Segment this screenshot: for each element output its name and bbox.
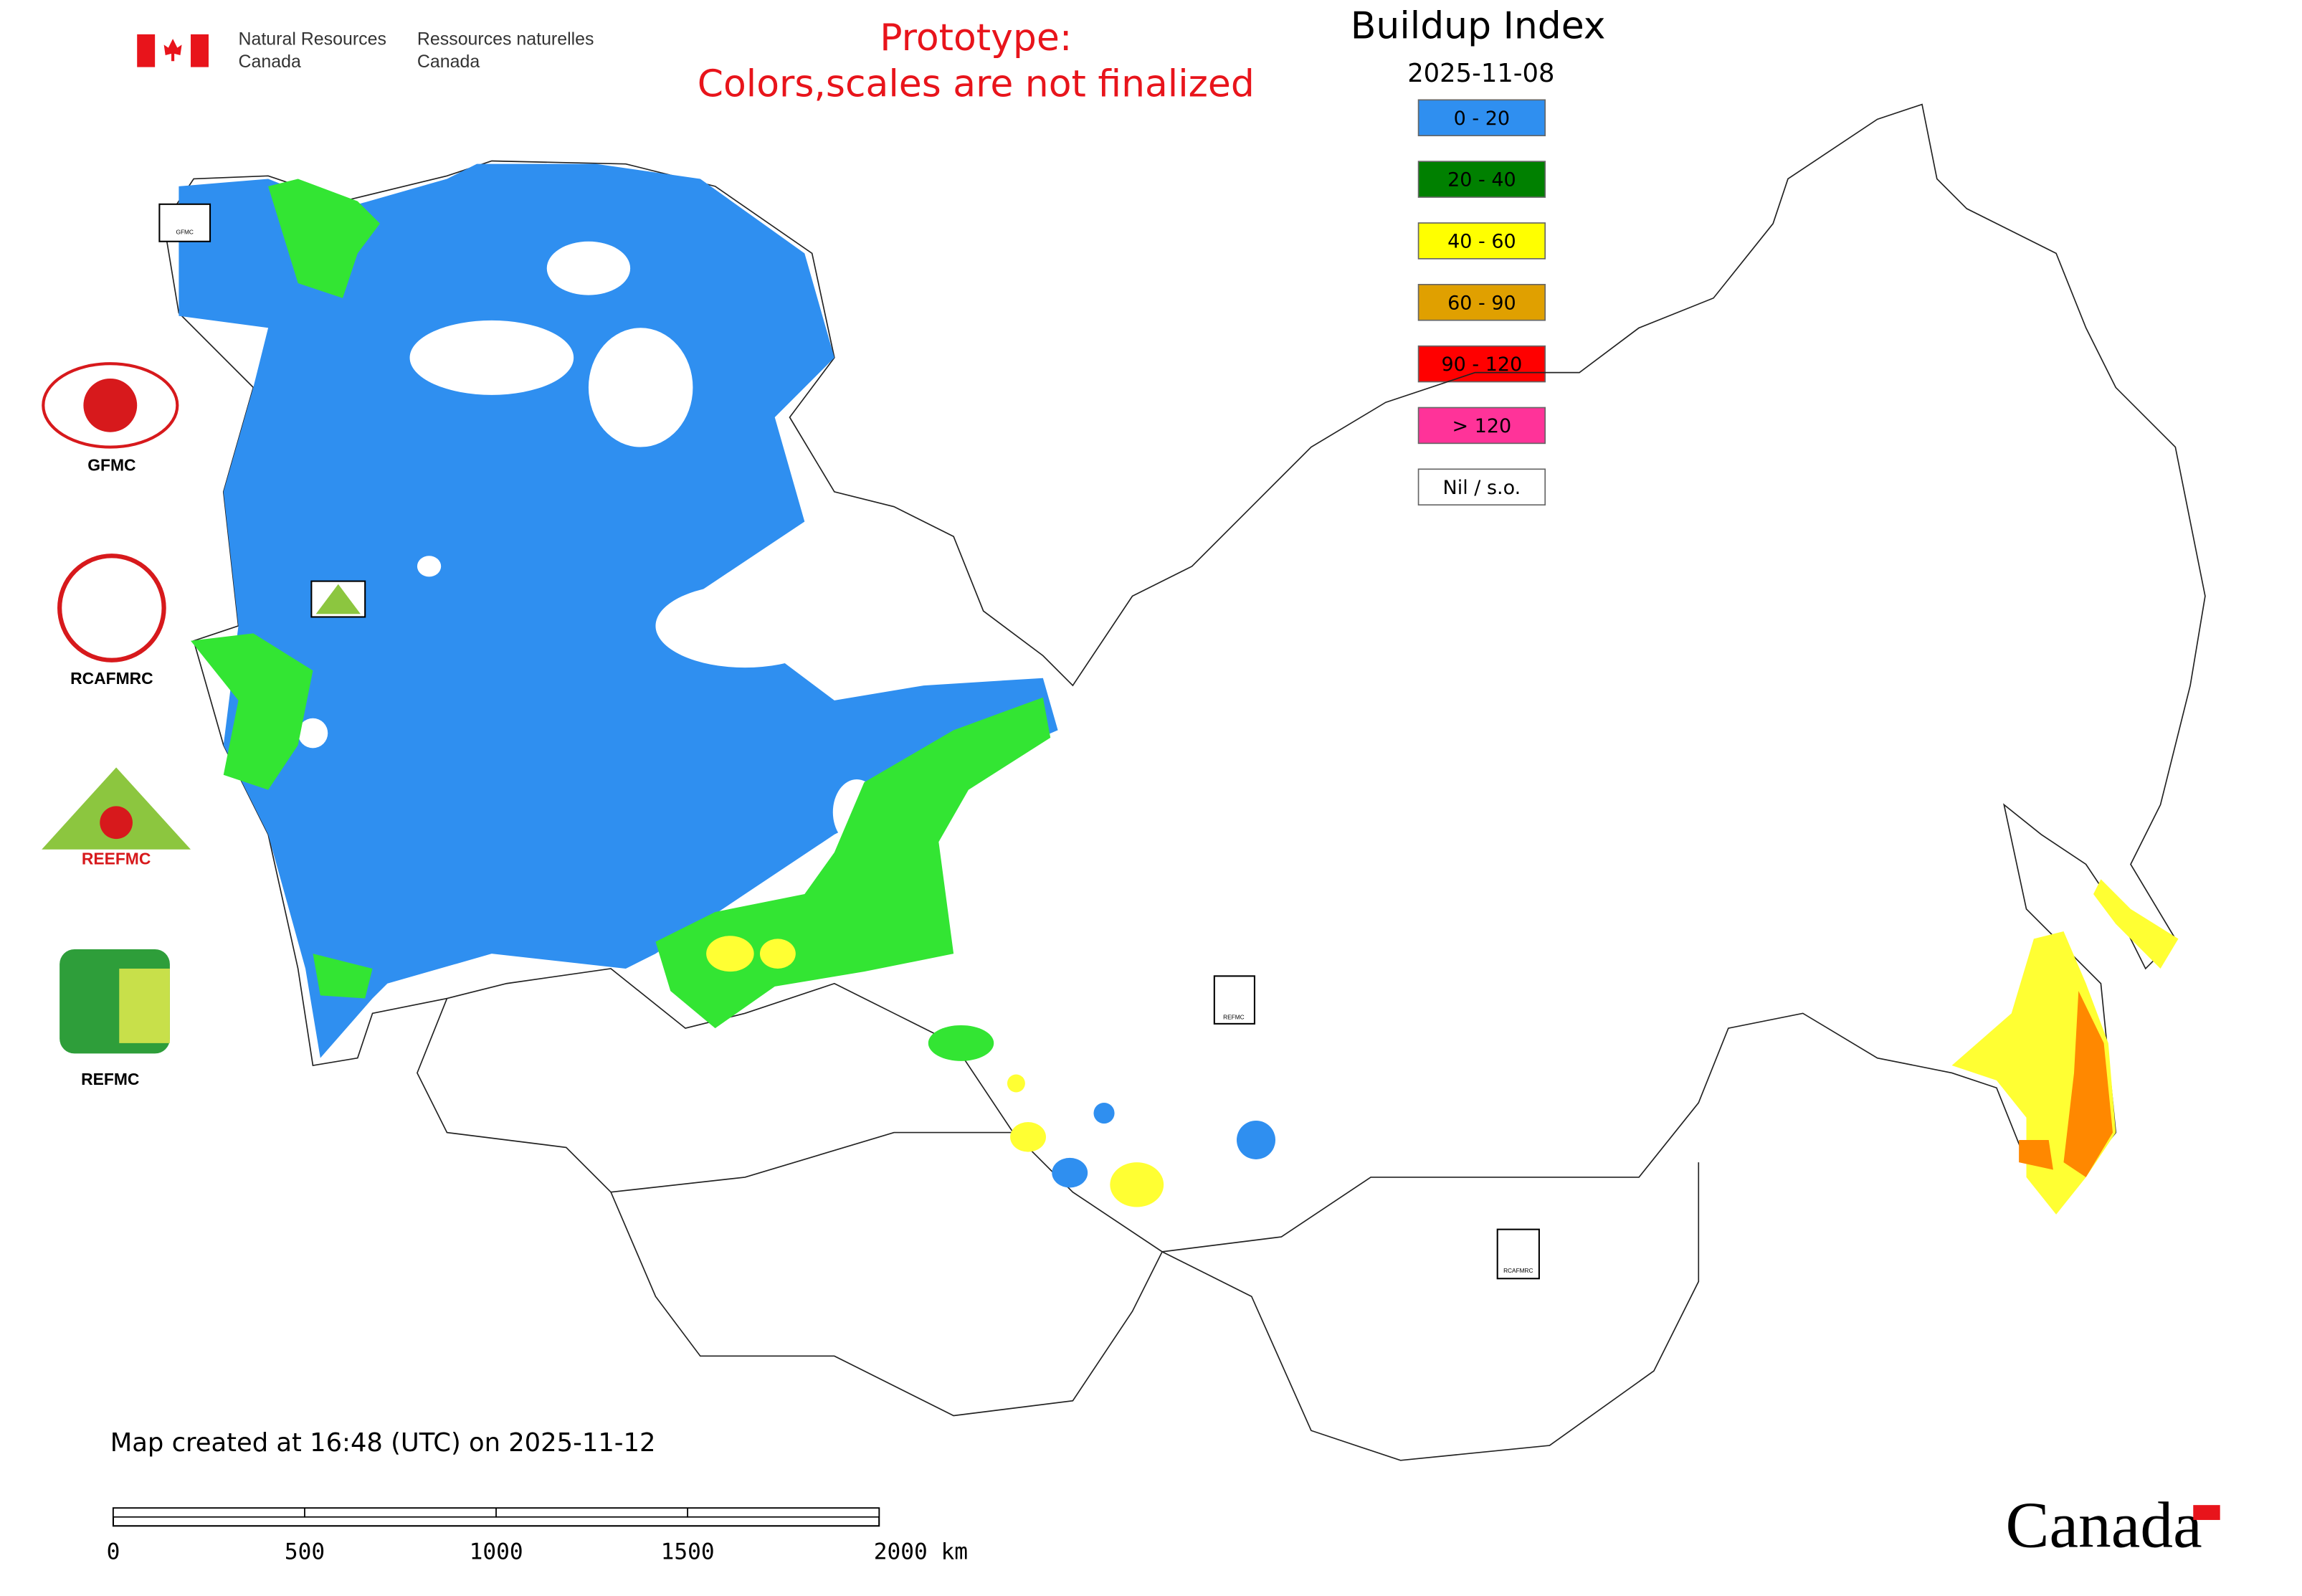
scale-segment xyxy=(113,1507,305,1518)
no-data-area xyxy=(409,320,574,395)
bui-zone-40-60 xyxy=(2093,879,2179,969)
legend-label: > 120 xyxy=(1452,415,1512,437)
legend-swatch xyxy=(1417,407,1546,445)
bui-zone-20-40 xyxy=(268,179,380,298)
maple-leaf xyxy=(163,39,182,62)
header: Natural Resources Canada Ressources natu… xyxy=(137,5,1606,106)
logo-label: GFMC xyxy=(87,456,135,475)
legend-swatch xyxy=(1417,283,1546,321)
bui-zone-20-40 xyxy=(313,954,373,999)
bui-zone-40-60 xyxy=(706,936,754,972)
marker-label: RCAFMRC xyxy=(1503,1267,1533,1274)
legend-swatch xyxy=(1417,99,1546,137)
country-border xyxy=(417,998,1700,1461)
legend-label: 0 - 20 xyxy=(1454,108,1510,130)
marker-icon xyxy=(1496,1228,1540,1280)
canada-wordmark: Canada xyxy=(2005,1489,2202,1562)
no-data-area xyxy=(655,584,834,668)
department-en: Natural Resources xyxy=(239,29,386,49)
logo-label: RCAFMRC xyxy=(70,669,153,688)
logo xyxy=(119,968,170,1043)
no-data-area xyxy=(298,718,328,749)
country-border xyxy=(611,1131,1014,1193)
department-en: Canada xyxy=(239,52,301,72)
flag-band xyxy=(137,34,156,67)
marker-label: REFMC xyxy=(1223,1014,1245,1021)
scale-segment xyxy=(495,1507,688,1518)
map-title: Buildup Index xyxy=(1351,5,1606,48)
legend-swatch xyxy=(1417,222,1546,260)
bui-zone-0-20 xyxy=(179,163,1058,1058)
logo xyxy=(100,806,133,840)
scale-label: 500 xyxy=(285,1539,325,1565)
no-data-area xyxy=(417,556,442,577)
logo-label: REFMC xyxy=(81,1070,139,1088)
marker-label: GFMC xyxy=(176,228,193,235)
bui-zone-60-90 xyxy=(2063,991,2113,1177)
bui-zone-20-40 xyxy=(655,697,1051,1029)
scale-bar: 0 500 1000 1500 2000 km xyxy=(107,1507,968,1565)
logo xyxy=(83,378,138,432)
map-markers: GFMC REFMC RCAFMRC xyxy=(158,203,1540,1280)
map-date: 2025-11-08 xyxy=(1407,59,1554,88)
logo-label: REEFMC xyxy=(82,849,151,868)
bui-zone-0-20 xyxy=(1052,1157,1088,1188)
prototype-note: Prototype: xyxy=(880,16,1072,60)
bui-zone-0-20 xyxy=(1237,1120,1276,1159)
no-data-area xyxy=(546,241,631,295)
partner-logos: GFMC RCAFMRC REEFMC REFMC xyxy=(42,362,191,1088)
map xyxy=(163,103,2206,1461)
scale-segment xyxy=(687,1507,880,1518)
bui-zone-60-90 xyxy=(2019,1139,2053,1170)
legend-label: 20 - 40 xyxy=(1447,169,1516,191)
legend-swatch xyxy=(1417,161,1546,198)
scale-label: 1000 xyxy=(470,1539,523,1565)
wordmark-flag xyxy=(2193,1505,2220,1520)
legend-label: 60 - 90 xyxy=(1447,292,1516,314)
scale-label: 1500 xyxy=(661,1539,715,1565)
department-fr: Canada xyxy=(417,52,480,72)
scale-label: 0 xyxy=(107,1539,120,1565)
no-data-area xyxy=(588,328,693,447)
logo xyxy=(57,554,166,662)
scale-label: 2000 km xyxy=(874,1539,968,1565)
bui-zone-40-60 xyxy=(1007,1074,1025,1093)
bui-zone-40-60 xyxy=(1010,1122,1046,1152)
creation-note: Map created at 16:48 (UTC) on 2025-11-12 xyxy=(110,1428,656,1458)
bui-zone-40-60 xyxy=(1110,1162,1164,1207)
bui-zone-20-40 xyxy=(191,633,313,790)
legend-swatch xyxy=(1417,345,1546,383)
bui-zone-0-20 xyxy=(1093,1103,1115,1124)
scale-segment xyxy=(304,1507,497,1518)
bui-zone-20-40 xyxy=(928,1025,994,1061)
prototype-note: Colors,scales are not finalized xyxy=(698,63,1255,106)
legend-swatch xyxy=(1417,468,1546,506)
marker-logo xyxy=(315,584,361,614)
marker-icon xyxy=(158,203,211,242)
marker-icon xyxy=(1213,975,1255,1025)
flag-band xyxy=(191,34,209,67)
bui-zone-40-60 xyxy=(759,939,796,969)
legend-label: Nil / s.o. xyxy=(1443,477,1521,499)
legend-label: 40 - 60 xyxy=(1447,230,1516,252)
department-fr: Ressources naturelles xyxy=(417,29,594,49)
